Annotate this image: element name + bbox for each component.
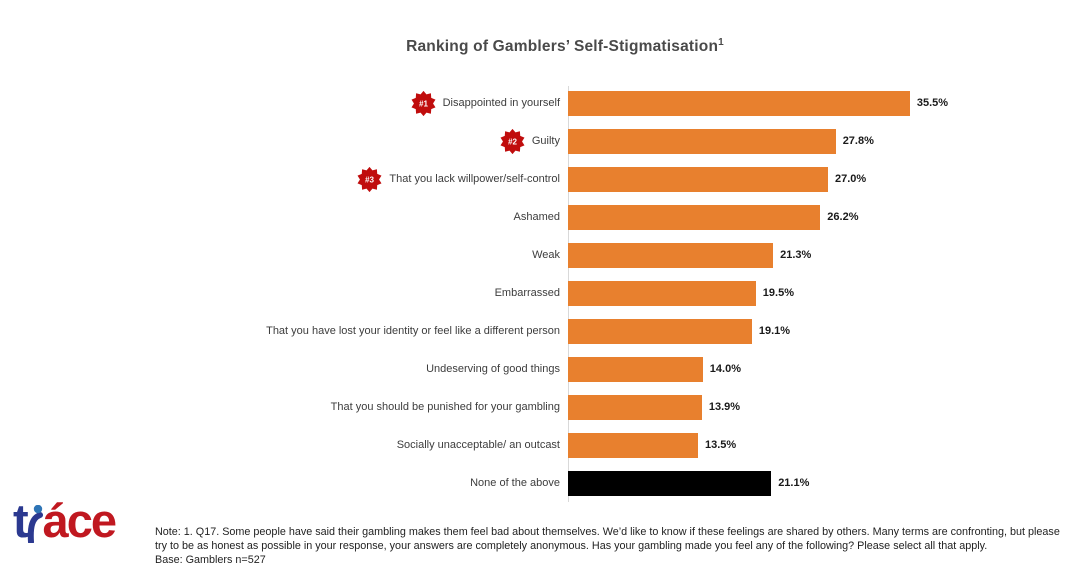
category-label-cell: #3 That you lack willpower/self-control xyxy=(0,166,568,193)
category-label-cell: Undeserving of good things xyxy=(0,363,568,376)
bar xyxy=(568,204,821,230)
category-label: That you lack willpower/self-control xyxy=(389,172,560,185)
bar-row: #1 Disappointed in yourself 35.5% xyxy=(0,84,1080,122)
category-label-cell: Ashamed xyxy=(0,211,568,224)
bar-cell: 19.5% xyxy=(568,280,1080,306)
value-label: 27.0% xyxy=(835,173,867,185)
category-label-cell: #1 Disappointed in yourself xyxy=(0,90,568,117)
bar-cell: 27.8% xyxy=(568,128,1080,154)
bar-row: Weak 21.3% xyxy=(0,236,1080,274)
category-label: Guilty xyxy=(531,134,560,147)
value-label: 26.2% xyxy=(827,211,859,223)
category-label: Disappointed in yourself xyxy=(442,96,560,109)
category-label-cell: None of the above xyxy=(0,477,568,490)
bar xyxy=(568,166,828,192)
rank-badge-label: #2 xyxy=(508,137,517,146)
bar xyxy=(568,242,774,268)
rank-badge-label: #3 xyxy=(365,175,374,184)
bar-cell: 13.5% xyxy=(568,432,1080,458)
category-label: That you should be punished for your gam… xyxy=(330,400,560,413)
bar xyxy=(568,432,698,458)
bar-cell: 19.1% xyxy=(568,318,1080,344)
value-label: 19.5% xyxy=(762,287,794,299)
rank-badge-icon: #2 xyxy=(500,128,525,154)
logo-letters-ace: áce xyxy=(42,494,117,547)
bar-cell: 13.9% xyxy=(568,394,1080,420)
bar xyxy=(568,394,702,420)
bar-row: That you should be punished for your gam… xyxy=(0,388,1080,426)
logo-r-figure-icon xyxy=(27,505,43,543)
rank-badge-icon: #1 xyxy=(411,90,436,116)
value-label: 21.1% xyxy=(778,477,810,489)
bar-row: #3 That you lack willpower/self-control 27… xyxy=(0,160,1080,198)
category-label-cell: Weak xyxy=(0,249,568,262)
bar-cell: 21.1% xyxy=(568,470,1080,496)
value-label: 21.3% xyxy=(780,249,812,261)
bar xyxy=(568,318,752,344)
rank-badge-icon: #3 xyxy=(357,166,382,192)
bar-cell: 35.5% xyxy=(568,90,1080,116)
bar-cell: 21.3% xyxy=(568,242,1080,268)
category-label-cell: That you have lost your identity or feel… xyxy=(0,325,568,338)
category-label-cell: That you should be punished for your gam… xyxy=(0,401,568,414)
bar-cell: 27.0% xyxy=(568,166,1080,192)
bar xyxy=(568,356,703,382)
footnote: Note: 1. Q17. Some people have said thei… xyxy=(155,525,1073,567)
value-label: 14.0% xyxy=(709,363,741,375)
bar xyxy=(568,128,836,154)
value-label: 13.9% xyxy=(708,401,741,413)
bar xyxy=(568,470,772,496)
chart-title-footnote-marker: 1 xyxy=(718,37,724,48)
bar xyxy=(568,90,910,116)
category-label: Embarrassed xyxy=(494,286,560,299)
value-label: 19.1% xyxy=(758,325,791,337)
category-label: Weak xyxy=(532,248,560,261)
category-label: Socially unacceptable/ an outcast xyxy=(396,438,560,451)
bar-cell: 14.0% xyxy=(568,356,1080,382)
chart-title-text: Ranking of Gamblers’ Self-Stigmatisation xyxy=(406,38,719,56)
bar-chart: #1 Disappointed in yourself 35.5% #2 Guilty 2… xyxy=(0,84,1080,502)
bar-row: None of the above 21.1% xyxy=(0,464,1080,502)
rank-badge-label: #1 xyxy=(419,99,428,108)
value-label: 27.8% xyxy=(842,135,874,147)
bar-cell: 26.2% xyxy=(568,204,1080,230)
value-label: 35.5% xyxy=(916,97,949,109)
logo-letter-t: t xyxy=(13,494,29,547)
footnote-text: Note: 1. Q17. Some people have said thei… xyxy=(155,526,1060,552)
trace-logo: t áce xyxy=(13,494,117,547)
bar xyxy=(568,280,756,306)
category-label: That you have lost your identity or feel… xyxy=(266,324,560,337)
category-label: Ashamed xyxy=(513,210,560,223)
bar-row: Ashamed 26.2% xyxy=(0,198,1080,236)
base-note: Base: Gamblers n=527 xyxy=(155,554,266,566)
chart-title: Ranking of Gamblers’ Self-Stigmatisation… xyxy=(50,37,1080,56)
value-label: 13.5% xyxy=(705,439,737,451)
bar-row: Socially unacceptable/ an outcast 13.5% xyxy=(0,426,1080,464)
category-label-cell: Socially unacceptable/ an outcast xyxy=(0,439,568,452)
bar-row: Undeserving of good things 14.0% xyxy=(0,350,1080,388)
category-label: None of the above xyxy=(470,476,560,489)
bar-row: Embarrassed 19.5% xyxy=(0,274,1080,312)
category-label-cell: Embarrassed xyxy=(0,287,568,300)
category-label: Undeserving of good things xyxy=(426,362,560,375)
bar-row: That you have lost your identity or feel… xyxy=(0,312,1080,350)
category-label-cell: #2 Guilty xyxy=(0,128,568,155)
bar-row: #2 Guilty 27.8% xyxy=(0,122,1080,160)
